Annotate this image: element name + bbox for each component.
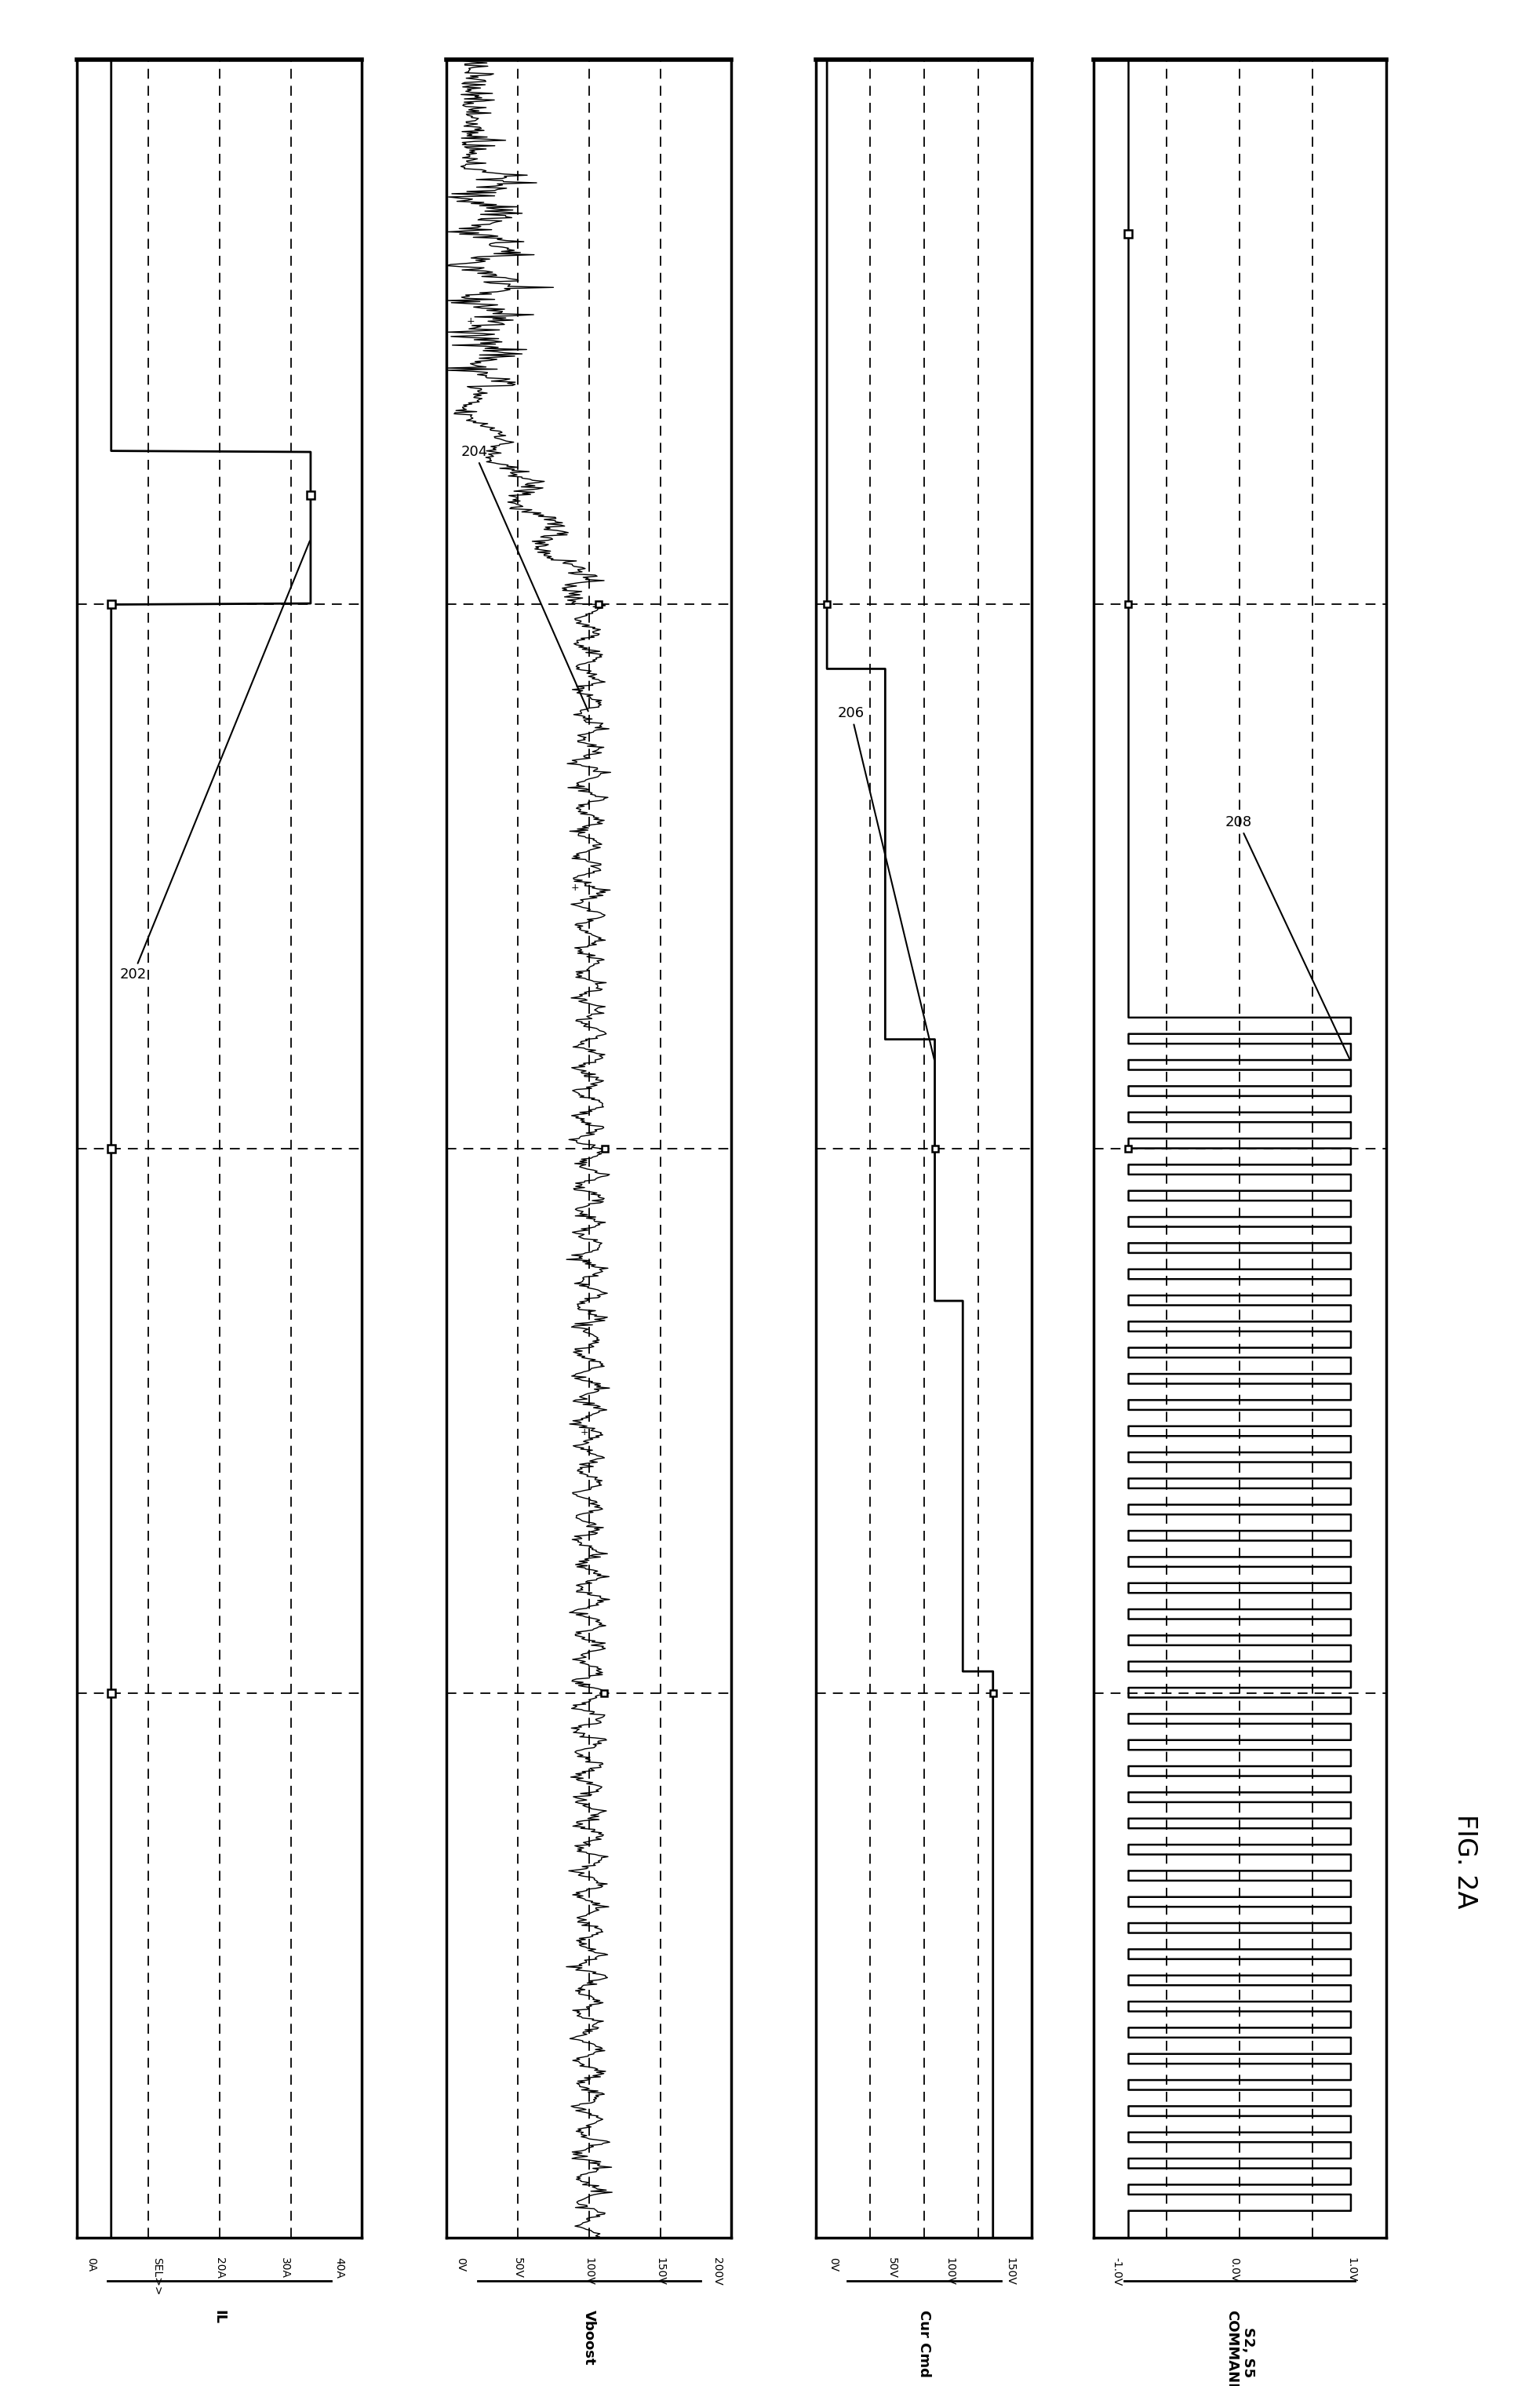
Text: FIG. 2A: FIG. 2A xyxy=(1452,1813,1478,1909)
Text: 50V: 50V xyxy=(513,2257,524,2279)
Text: 150V: 150V xyxy=(1004,2257,1016,2286)
Text: 204: 204 xyxy=(460,444,588,711)
Text: IL: IL xyxy=(213,2310,226,2324)
Text: S2, S5
COMMAND: S2, S5 COMMAND xyxy=(1224,2310,1255,2386)
Text: +: + xyxy=(467,315,476,327)
Text: Cur Cmd: Cur Cmd xyxy=(916,2310,932,2376)
Text: SEL>>: SEL>> xyxy=(151,2257,162,2295)
Text: +: + xyxy=(581,1427,588,1436)
Text: -1.0V: -1.0V xyxy=(1112,2257,1123,2286)
Text: 208: 208 xyxy=(1226,816,1351,1059)
Text: 206: 206 xyxy=(838,706,935,1059)
Text: 202: 202 xyxy=(120,542,310,981)
Text: 0V: 0V xyxy=(456,2257,467,2271)
Text: 0.0V: 0.0V xyxy=(1229,2257,1240,2281)
Text: 20A: 20A xyxy=(214,2257,225,2279)
Text: 0A: 0A xyxy=(86,2257,97,2271)
Text: 30A: 30A xyxy=(279,2257,291,2279)
Text: 50V: 50V xyxy=(885,2257,898,2279)
Text: 100V: 100V xyxy=(584,2257,594,2286)
Text: +: + xyxy=(571,883,579,892)
Text: 40A: 40A xyxy=(334,2257,345,2279)
Text: 100V: 100V xyxy=(944,2257,955,2286)
Text: 200V: 200V xyxy=(711,2257,722,2286)
Text: Vboost: Vboost xyxy=(582,2310,596,2365)
Text: 150V: 150V xyxy=(654,2257,665,2286)
Text: 0V: 0V xyxy=(829,2257,839,2271)
Text: 1.0V: 1.0V xyxy=(1346,2257,1357,2281)
